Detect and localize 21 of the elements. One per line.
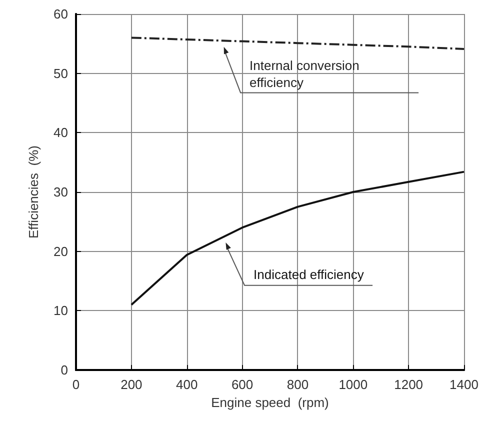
y-tick-label: 40 [54, 125, 68, 140]
x-tick-label: 1200 [394, 377, 424, 392]
y-tick-label: 60 [54, 6, 68, 22]
text: Indicated efficiency [252, 266, 365, 284]
y-tick-label: 10 [54, 303, 68, 318]
y-tick-label: 0 [60, 362, 68, 378]
x-axis-title: Engine speed (rpm) [211, 395, 329, 410]
x-tick-label: 600 [231, 377, 254, 392]
x-tick-label: 0 [72, 377, 80, 392]
y-tick-label: 20 [54, 244, 68, 259]
x-tick-label: 400 [176, 377, 198, 392]
x-tick-label: 1400 [450, 377, 478, 392]
series-label: Internal conversion efficiency [248, 56, 360, 91]
y-tick-label: 50 [54, 66, 68, 81]
x-tick-label: 1000 [338, 377, 368, 392]
x-tick-label: 800 [286, 377, 309, 392]
line-series [130, 170, 465, 306]
y-axis-title: Efficiencies (%) [26, 146, 41, 238]
x-tick-label: 200 [120, 377, 142, 392]
line-series [130, 36, 465, 50]
y-tick-label: 30 [54, 184, 68, 200]
